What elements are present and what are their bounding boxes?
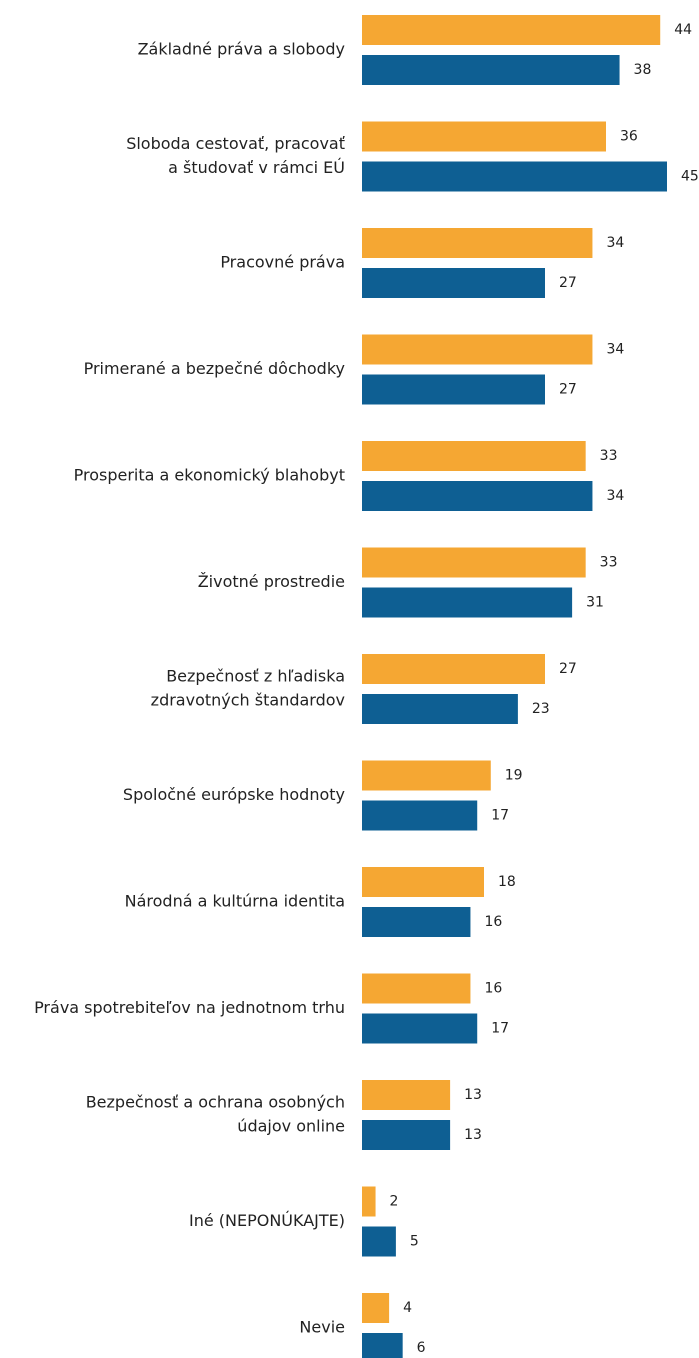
bar — [362, 694, 518, 724]
value-label: 17 — [491, 808, 509, 824]
bar — [362, 867, 484, 897]
bar — [362, 121, 606, 152]
bar — [362, 800, 478, 831]
bar — [362, 15, 661, 45]
category-label: údajov online — [237, 1117, 345, 1136]
bar — [362, 228, 593, 258]
value-label: 33 — [600, 448, 618, 464]
category-label: Nevie — [299, 1318, 345, 1337]
bar — [362, 1293, 390, 1323]
category-label: zdravotných štandardov — [151, 691, 345, 710]
category-label: Národná a kultúrna identita — [125, 892, 345, 911]
value-label: 5 — [410, 1234, 419, 1250]
category-label: Iné (NEPONÚKAJTE) — [189, 1211, 345, 1230]
bar — [362, 268, 545, 298]
bar — [362, 334, 593, 365]
value-label: 16 — [484, 981, 502, 997]
value-label: 27 — [559, 275, 577, 291]
category-label: Životné prostredie — [198, 572, 345, 591]
value-label: 13 — [464, 1087, 482, 1103]
bar — [362, 654, 545, 684]
bar — [362, 55, 620, 85]
value-label: 27 — [559, 661, 577, 677]
value-label: 6 — [417, 1340, 426, 1356]
category-label: Prosperita a ekonomický blahobyt — [74, 466, 345, 485]
bar — [362, 1226, 396, 1257]
value-label: 38 — [634, 62, 652, 78]
value-label: 13 — [464, 1127, 482, 1143]
value-label: 44 — [674, 22, 692, 38]
bar — [362, 374, 545, 405]
value-label: 16 — [484, 914, 502, 930]
bar — [362, 441, 586, 471]
value-label: 2 — [390, 1194, 399, 1210]
bar — [362, 547, 586, 578]
value-label: 27 — [559, 382, 577, 398]
value-label: 4 — [403, 1300, 412, 1316]
value-label: 45 — [681, 169, 699, 185]
category-label: Spoločné európske hodnoty — [123, 785, 345, 804]
bar — [362, 760, 491, 791]
category-label: Základné práva a slobody — [138, 40, 345, 59]
value-label: 17 — [491, 1021, 509, 1037]
category-label: a študovať v rámci EÚ — [168, 158, 345, 177]
bar — [362, 907, 471, 937]
value-label: 31 — [586, 595, 604, 611]
value-label: 34 — [606, 488, 624, 504]
category-label: Primerané a bezpečné dôchodky — [84, 359, 345, 378]
value-label: 36 — [620, 129, 638, 145]
bar — [362, 481, 593, 511]
value-label: 23 — [532, 701, 550, 717]
bar — [362, 1080, 451, 1110]
category-label: Práva spotrebiteľov na jednotnom trhu — [34, 998, 345, 1017]
bar — [362, 1120, 451, 1150]
bar — [362, 161, 667, 192]
bar — [362, 973, 471, 1004]
category-label: Bezpečnosť z hľadiska — [166, 667, 345, 686]
category-label: Sloboda cestovať, pracovať — [126, 134, 345, 153]
value-label: 34 — [606, 235, 624, 251]
category-label: Pracovné práva — [220, 253, 345, 272]
value-label: 33 — [600, 555, 618, 571]
bar — [362, 1186, 376, 1217]
value-label: 19 — [505, 768, 523, 784]
bar — [362, 587, 573, 618]
value-label: 18 — [498, 874, 516, 890]
value-label: 34 — [606, 342, 624, 358]
bar — [362, 1333, 403, 1358]
category-label: Bezpečnosť a ochrana osobných — [86, 1093, 345, 1112]
bar — [362, 1013, 478, 1044]
